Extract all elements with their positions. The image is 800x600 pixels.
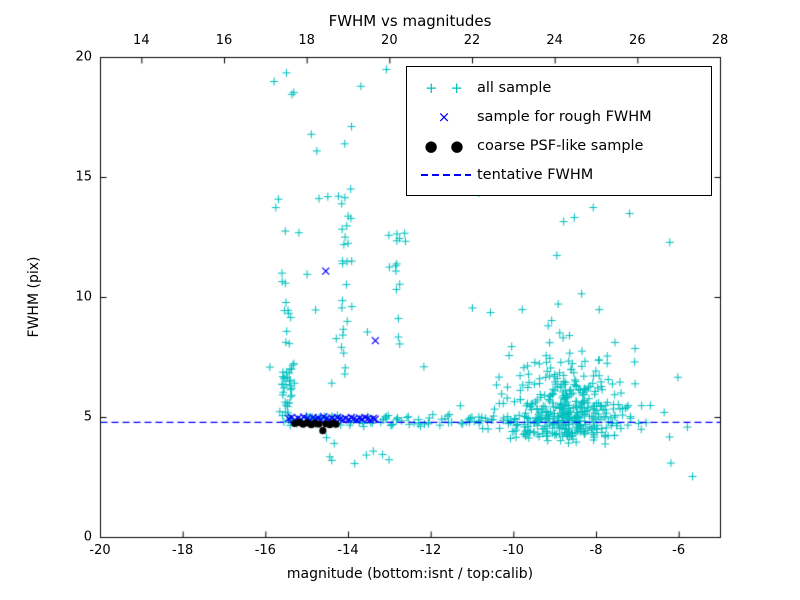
y-tick-label: 0 bbox=[83, 529, 92, 545]
x-tick-label-top: 24 bbox=[546, 33, 563, 48]
plus-marker-icon: + + bbox=[425, 78, 467, 97]
legend-label: all sample bbox=[477, 79, 552, 96]
chart-title: FWHM vs magnitudes bbox=[328, 12, 492, 30]
x-tick-label-bottom: -6 bbox=[672, 543, 686, 558]
x-tick-label-top: 20 bbox=[381, 33, 398, 48]
legend-label: tentative FWHM bbox=[477, 166, 594, 183]
x-tick-label-bottom: -20 bbox=[89, 543, 111, 558]
x-tick-label-bottom: -14 bbox=[337, 543, 359, 558]
x-tick-label-top: 14 bbox=[133, 33, 150, 48]
legend-entry: + + all sample bbox=[415, 73, 703, 102]
x-tick-label-top: 16 bbox=[215, 33, 233, 48]
x-axis-label: magnitude (bottom:isnt / top:calib) bbox=[286, 566, 534, 582]
dots-marker-icon: ● ● bbox=[424, 136, 468, 155]
y-tick-label: 15 bbox=[75, 169, 92, 185]
y-axis-label: FWHM (pix) bbox=[26, 256, 42, 338]
x-tick-label-bottom: -12 bbox=[420, 543, 442, 558]
x-tick-label-top: 28 bbox=[711, 33, 729, 48]
x-marker-icon: × bbox=[437, 107, 455, 126]
y-tick-label: 5 bbox=[83, 409, 92, 425]
legend-entry: ● ● coarse PSF-like sample bbox=[415, 131, 703, 160]
y-tick-label: 20 bbox=[75, 49, 92, 65]
x-tick-label-bottom: -8 bbox=[589, 543, 603, 558]
legend-label: coarse PSF-like sample bbox=[477, 137, 644, 154]
x-tick-label-bottom: -10 bbox=[502, 543, 524, 558]
x-tick-label-top: 26 bbox=[629, 33, 646, 48]
y-tick-label: 10 bbox=[75, 289, 92, 305]
legend: + + all sample × sample for rough FWHM ● ● co… bbox=[406, 66, 712, 196]
dashed-line-icon bbox=[415, 173, 477, 176]
legend-label: sample for rough FWHM bbox=[477, 108, 652, 125]
x-tick-label-bottom: -18 bbox=[172, 543, 194, 558]
x-tick-label-bottom: -16 bbox=[254, 543, 276, 558]
legend-entry: × sample for rough FWHM bbox=[415, 102, 703, 131]
legend-entry: tentative FWHM bbox=[415, 160, 703, 189]
x-tick-label-top: 18 bbox=[298, 33, 315, 48]
x-tick-label-top: 22 bbox=[463, 33, 481, 48]
